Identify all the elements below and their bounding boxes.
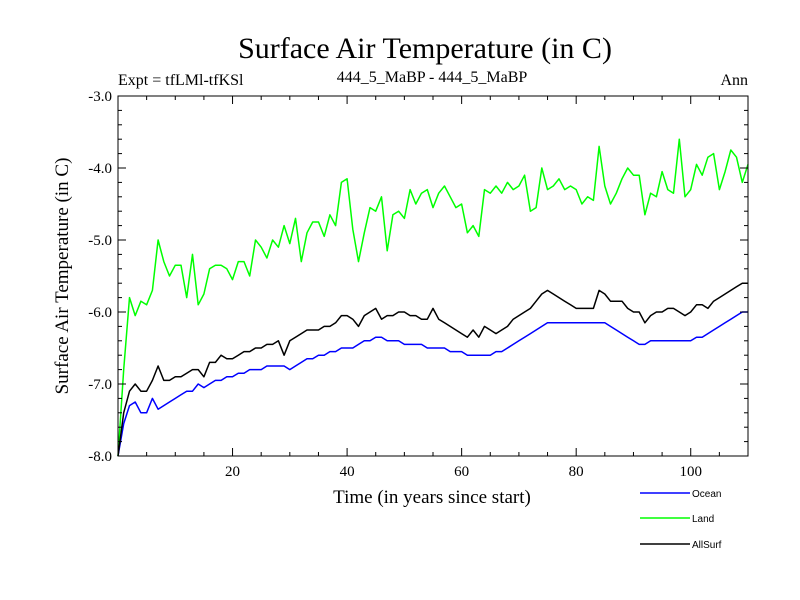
chart-title: Surface Air Temperature (in C) <box>238 32 612 65</box>
y-tick-label: -3.0 <box>88 89 112 105</box>
experiment-label: Expt = tfLMl-tfKSl <box>118 72 244 89</box>
y-tick-label: -7.0 <box>88 377 112 393</box>
x-tick-label: 20 <box>225 464 240 480</box>
series-line-land <box>117 138 749 457</box>
x-axis-label: Time (in years since start) <box>333 487 531 508</box>
y-tick-label: -4.0 <box>88 161 112 177</box>
y-tick-label: -6.0 <box>88 305 112 321</box>
y-tick-label: -8.0 <box>88 449 112 465</box>
x-tick-label: 80 <box>569 464 584 480</box>
legend-label-ocean: Ocean <box>692 489 721 500</box>
x-tick-label: 40 <box>340 464 355 480</box>
legend: Ocean Land AllSurf <box>640 489 722 551</box>
legend-label-allsurf: AllSurf <box>692 540 722 551</box>
legend-label-land: Land <box>692 514 714 525</box>
y-axis-label: Surface Air Temperature (in C) <box>52 158 73 395</box>
series-line-allsurf <box>117 282 748 457</box>
x-tick-label: 60 <box>454 464 469 480</box>
ticks-layer: -8.0 -7.0 -6.0 -5.0 -4.0 -3.0 20 40 60 80 100 <box>88 89 748 480</box>
plot-frame <box>117 95 749 457</box>
series-line-ocean <box>117 311 748 457</box>
x-tick-label: 100 <box>679 464 702 480</box>
y-tick-label: -5.0 <box>88 233 112 249</box>
season-label: Ann <box>720 72 748 89</box>
series-layer <box>117 138 749 457</box>
period-label: 444_5_MaBP - 444_5_MaBP <box>337 69 528 86</box>
